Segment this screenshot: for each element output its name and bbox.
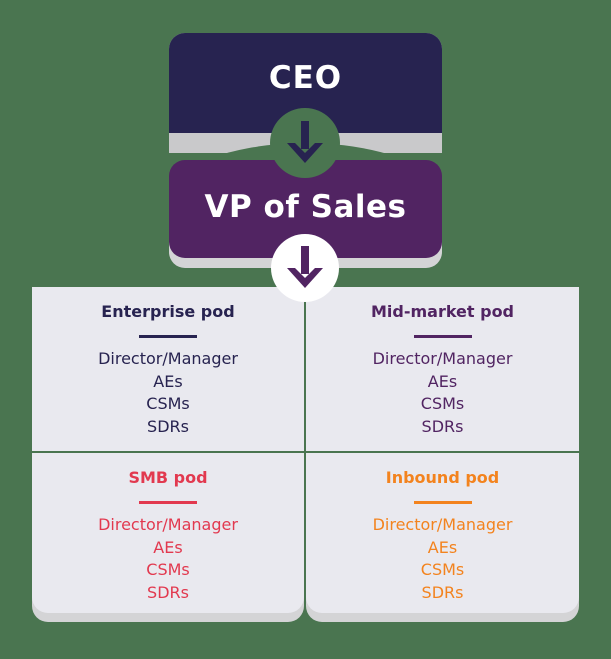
pod-title: Inbound pod [385,468,500,487]
pod-role: SDRs [421,416,464,436]
pod-role: CSMs [146,394,190,413]
arrow-down-icon [287,246,323,288]
pod-title: Enterprise pod [101,302,235,321]
pod-role: SDRs [147,416,189,436]
pod-divider [413,335,472,338]
pod-role: Director/Manager [98,349,238,368]
pod-role: AEs [427,537,458,557]
connector-vp-to-pods [271,234,339,302]
pod-role: AEs [153,537,183,557]
pod-role: Director/Manager [372,515,513,534]
pod-role: CSMs [420,560,465,579]
vp-label: VP of Sales [204,189,407,225]
pod-divider [139,335,197,338]
arrow-down-icon [287,121,323,163]
pod-title: Mid-market pod [370,302,515,321]
pod-inbound: Inbound pod Director/Manager AEs CSMs SD… [306,453,579,613]
pod-role: AEs [153,371,183,391]
pod-grid: Enterprise pod Director/Manager AEs CSMs… [32,287,579,622]
pod-divider [413,501,472,504]
pod-divider [139,501,197,504]
pod-enterprise: Enterprise pod Director/Manager AEs CSMs… [32,287,304,451]
pod-role: SDRs [147,582,189,602]
pod-role: CSMs [146,560,190,579]
pod-role: SDRs [421,582,464,602]
ceo-label: CEO [268,60,343,96]
pod-mid-market: Mid-market pod Director/Manager AEs CSMs… [306,287,579,451]
pod-role: Director/Manager [372,349,513,368]
pod-title: SMB pod [128,468,208,487]
pod-role: AEs [427,371,458,391]
pod-role: CSMs [420,394,465,413]
pod-role: Director/Manager [98,515,238,534]
pod-smb: SMB pod Director/Manager AEs CSMs SDRs [32,453,304,613]
connector-ceo-to-vp [270,108,340,178]
